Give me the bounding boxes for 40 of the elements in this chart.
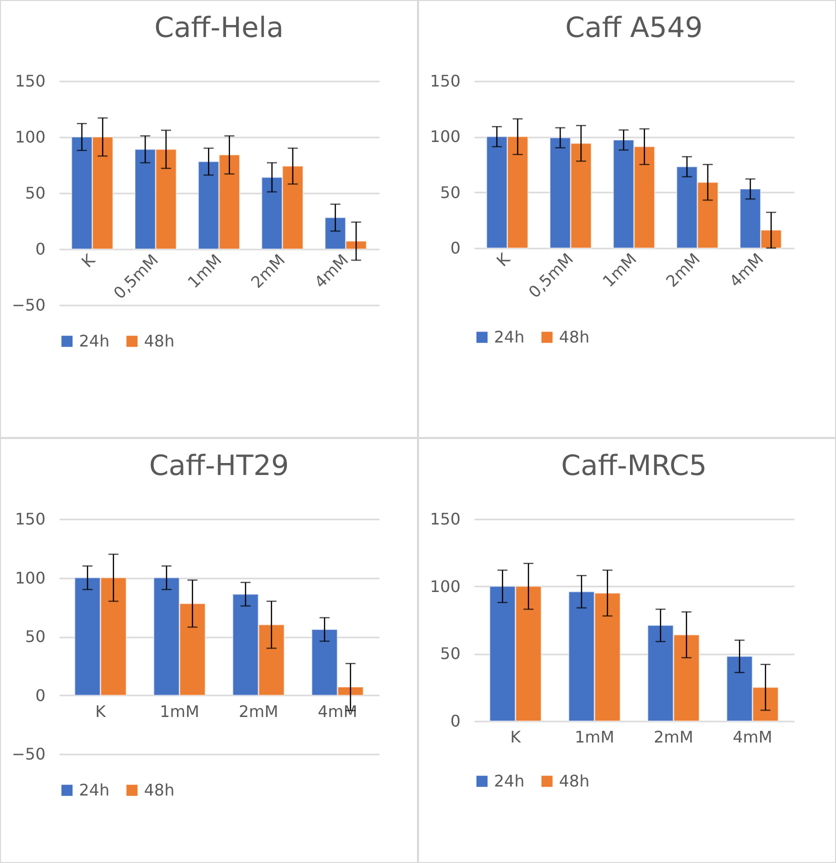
legend-label: 48h [144,331,174,350]
legend-label: 24h [494,327,524,346]
y-tick-label: 0 [35,240,46,258]
chart-title: Caff-MRC5 [561,449,707,482]
x-tick-label: 4mM [318,702,358,721]
x-tick-label: 1mM [574,728,614,746]
y-tick-label: −50 [12,744,46,764]
x-tick-label: 1mM [160,702,200,721]
x-tick-label: K [510,728,522,746]
chart-title: Caff-Hela [154,11,284,44]
y-tick-label: 150 [430,510,460,528]
chart-title: Caff A549 [565,11,703,44]
y-tick-label: 50 [440,644,460,664]
y-tick-label: 150 [430,72,460,90]
chart-title: Caff-HT29 [149,449,289,482]
y-tick-label: 0 [35,686,46,705]
x-tick-label: 2mM [654,728,694,746]
y-tick-label: 50 [25,627,46,646]
y-tick-label: 100 [430,127,460,146]
y-tick-label: 100 [430,576,460,596]
legend-label: 48h [559,771,590,790]
legend-label: 48h [559,327,590,346]
legend-label: 48h [144,780,174,800]
x-tick-label: 4mM [732,728,772,746]
y-tick-label: 0 [450,238,460,258]
x-tick-label: 2mM [238,702,278,721]
legend-label: 24h [494,771,524,790]
x-tick-label: K [492,249,514,270]
y-tick-label: 0 [450,712,460,730]
y-tick-label: 50 [25,184,46,202]
y-tick-label: 150 [14,510,46,528]
y-tick-label: 100 [14,568,46,588]
legend-label: 24h [79,331,110,350]
y-tick-label: 150 [14,72,46,90]
x-tick-label: K [78,250,99,272]
y-tick-label: −50 [12,296,46,314]
legend-label: 24h [79,780,110,800]
x-tick-label: K [95,702,106,721]
y-tick-label: 50 [440,182,460,202]
y-tick-label: 100 [14,128,46,146]
